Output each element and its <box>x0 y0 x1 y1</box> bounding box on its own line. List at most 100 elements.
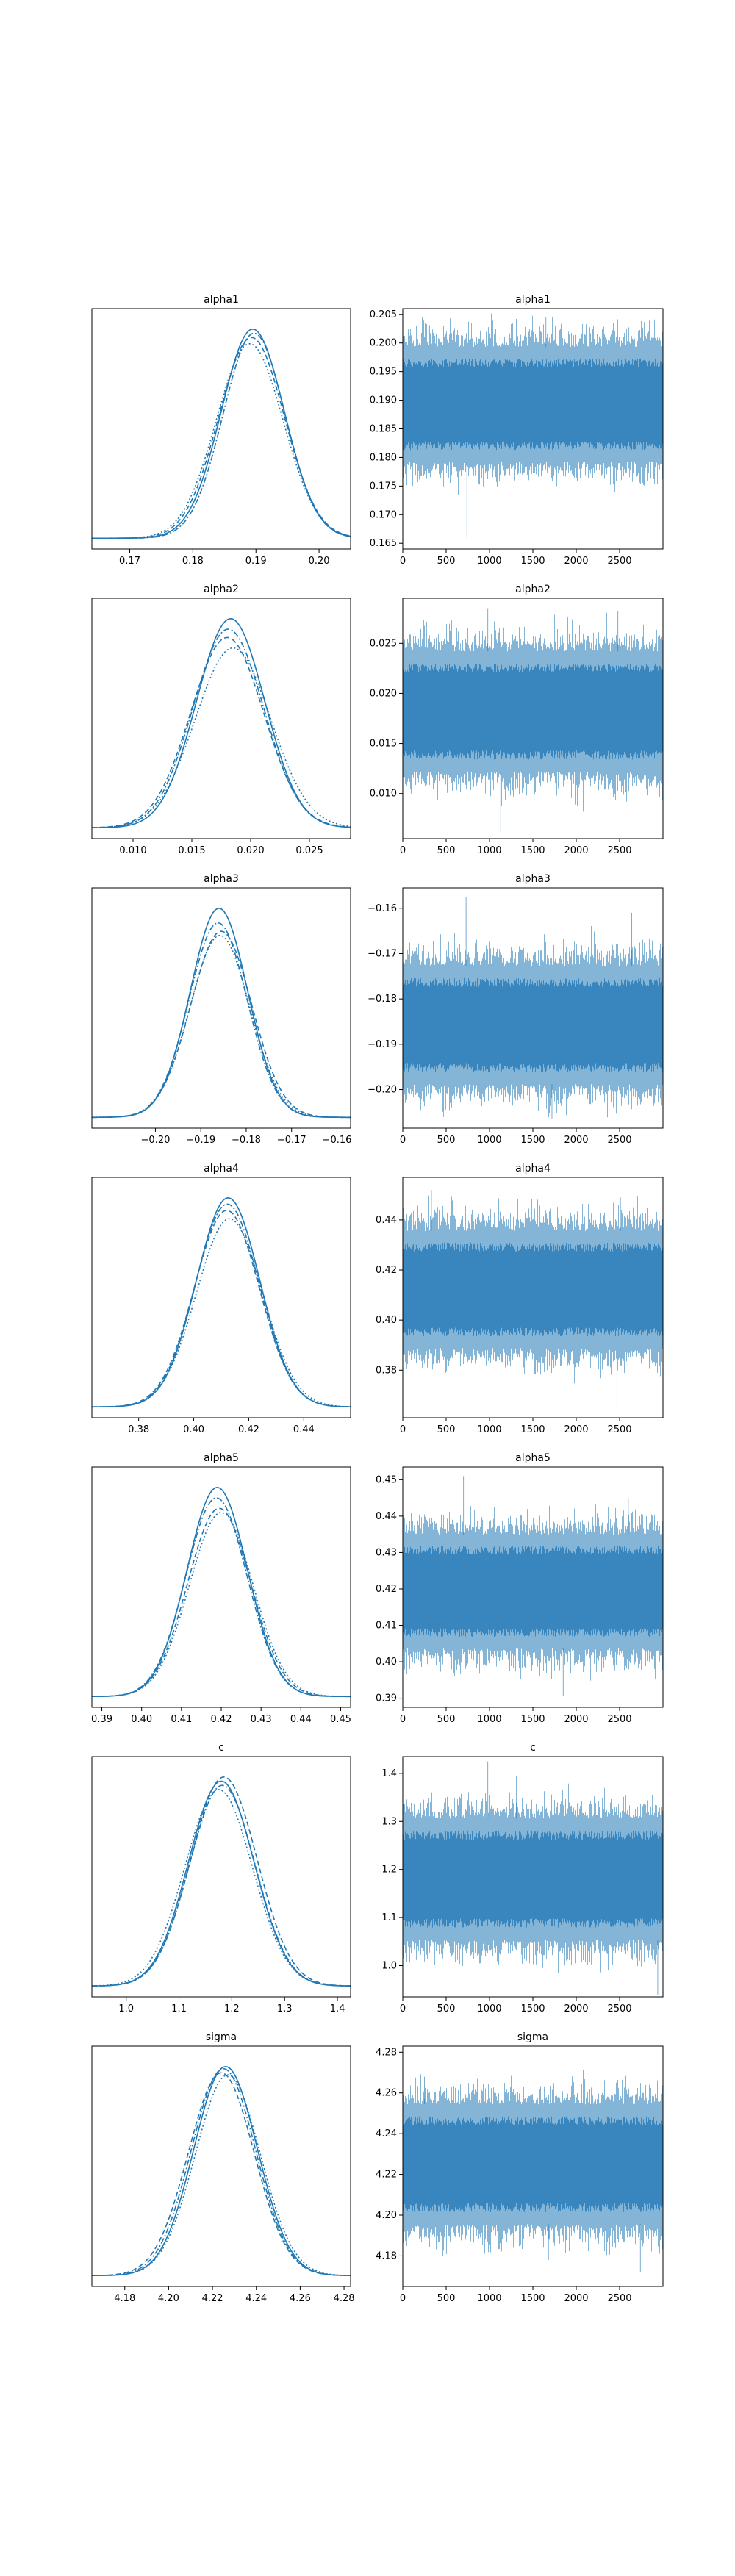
trace-band <box>403 1502 663 1681</box>
axes-frame <box>91 598 351 839</box>
y-tick-label: 0.42 <box>376 1584 397 1595</box>
x-tick-label: 2000 <box>564 1135 588 1146</box>
y-tick-label: 0.165 <box>370 538 397 549</box>
x-tick-label: 2500 <box>607 1135 631 1146</box>
x-tick-label: 0 <box>400 2293 406 2304</box>
x-tick-label: 1.3 <box>277 2003 293 2014</box>
x-tick-label: 1000 <box>477 556 501 567</box>
y-tick-label: 4.26 <box>376 2088 397 2099</box>
panel-title: sigma <box>517 2031 548 2043</box>
x-tick-label: 2500 <box>607 556 631 567</box>
panel-title: c <box>530 1742 536 1754</box>
kde-line-chain-3 <box>92 1512 351 1697</box>
panel-title: alpha4 <box>515 1163 551 1174</box>
trace-band <box>403 926 663 1118</box>
x-tick-label: 1.2 <box>224 2003 240 2014</box>
kde-panel-alpha3: alpha3 −0.20 −0.19 −0.18 −0.17 −0.16 <box>91 873 352 1146</box>
y-tick-label: 0.200 <box>370 338 397 349</box>
panel-title: alpha4 <box>204 1163 239 1174</box>
x-tick-label: 1.4 <box>330 2003 345 2014</box>
trace-panel-c: c 1.0 1.1 1.2 1.3 1.4 0 500 1000 1500 2000 2500 <box>381 1742 664 2014</box>
kde-line-chain-4 <box>91 1203 351 1408</box>
kde-line-chain-1 <box>92 329 351 539</box>
trace-panel-sigma: sigma 4.18 4.20 4.22 4.24 4.26 4.28 0 500 1000 150… <box>376 2031 664 2304</box>
y-tick-label: 4.22 <box>376 2170 397 2181</box>
x-tick-label: −0.20 <box>141 1135 171 1146</box>
panel-title: alpha2 <box>204 584 239 595</box>
y-tick-label: 0.205 <box>370 309 397 320</box>
x-tick-label: 2500 <box>607 1714 631 1725</box>
x-tick-label: 0.38 <box>128 1424 149 1435</box>
y-tick-label: 0.015 <box>370 739 397 750</box>
x-tick-label: −0.18 <box>232 1135 261 1146</box>
trace-band <box>403 1195 663 1384</box>
x-tick-label: 2500 <box>607 845 631 856</box>
x-tick-label: −0.16 <box>323 1135 352 1146</box>
y-tick-label: −0.17 <box>368 948 397 959</box>
x-tick-label: 0 <box>400 1135 406 1146</box>
x-tick-label: 1500 <box>520 845 545 856</box>
y-tick-label: 0.38 <box>376 1365 397 1376</box>
x-tick-label: 0.43 <box>251 1714 272 1725</box>
x-tick-label: 4.20 <box>158 2293 179 2304</box>
x-tick-label: 1.1 <box>171 2003 187 2014</box>
y-tick-label: −0.19 <box>368 1039 397 1050</box>
kde-line-chain-2 <box>92 1507 351 1697</box>
x-tick-label: 1500 <box>520 2293 545 2304</box>
trace-panel-alpha1: alpha1 0.165 0.170 0.175 0.180 0.185 0.190 0.19… <box>370 294 664 567</box>
kde-line-chain-4 <box>92 1497 351 1698</box>
x-tick-label: 0.39 <box>91 1714 112 1725</box>
x-tick-label: 2000 <box>564 2293 588 2304</box>
x-tick-label: 0 <box>400 845 406 856</box>
y-tick-label: 0.40 <box>376 1657 397 1668</box>
y-tick-label: 0.025 <box>370 638 397 649</box>
y-tick-label: 1.1 <box>381 1912 397 1923</box>
panel-title: alpha2 <box>515 584 551 595</box>
trace-panel-alpha3: alpha3 −0.20 −0.19 −0.18 −0.17 −0.16 0 500 1000 1… <box>368 873 664 1146</box>
x-tick-label: −0.17 <box>277 1135 306 1146</box>
y-tick-label: 1.4 <box>381 1768 397 1779</box>
y-tick-label: −0.20 <box>368 1085 397 1096</box>
x-tick-label: 2000 <box>564 2003 588 2014</box>
y-tick-label: 4.20 <box>376 2210 397 2221</box>
x-tick-label: 0.42 <box>238 1424 259 1435</box>
y-tick-label: 0.40 <box>376 1315 397 1326</box>
kde-line-chain-1 <box>92 1196 351 1408</box>
y-tick-label: −0.16 <box>368 903 397 914</box>
y-tick-label: 0.39 <box>376 1693 397 1704</box>
x-tick-label: −0.19 <box>186 1135 215 1146</box>
x-tick-label: 4.28 <box>334 2293 355 2304</box>
kde-line-chain-3 <box>92 1789 351 1987</box>
kde-line-chain-2 <box>92 1210 351 1407</box>
kde-panel-c: c 1.0 1.1 1.2 1.3 1.4 <box>91 1742 351 2014</box>
x-tick-label: 2500 <box>607 1424 631 1435</box>
x-tick-label: 2000 <box>564 1714 588 1725</box>
kde-line-chain-2 <box>92 1776 351 1987</box>
x-tick-label: 4.18 <box>114 2293 135 2304</box>
kde-line-chain-3 <box>92 343 351 539</box>
y-tick-label: 4.24 <box>376 2128 397 2139</box>
y-tick-label: 0.44 <box>376 1215 397 1226</box>
panel-title: alpha5 <box>515 1452 551 1464</box>
y-tick-label: 0.45 <box>376 1474 397 1485</box>
kde-line-chain-1 <box>92 1487 351 1698</box>
x-tick-label: 2000 <box>564 556 588 567</box>
kde-line-chain-2 <box>91 2072 351 2276</box>
y-tick-label: 0.190 <box>370 395 397 406</box>
kde-line-chain-3 <box>92 934 351 1119</box>
y-tick-label: 0.180 <box>370 452 397 463</box>
kde-line-chain-1 <box>92 908 351 1119</box>
kde-panel-sigma: sigma 4.18 4.20 4.22 4.24 4.26 4.28 <box>91 2031 355 2304</box>
kde-panel-alpha2: alpha2 0.010 0.015 0.020 0.025 <box>91 584 351 856</box>
y-tick-label: 0.020 <box>370 688 397 699</box>
kde-panel-alpha4: alpha4 0.38 0.40 0.42 0.44 <box>91 1163 351 1435</box>
x-tick-label: 0.40 <box>131 1714 152 1725</box>
x-tick-label: 0.18 <box>182 556 204 567</box>
x-tick-label: 1500 <box>520 1424 545 1435</box>
panel-title: sigma <box>206 2031 237 2043</box>
trace-band-core <box>403 2116 663 2212</box>
x-tick-label: 0 <box>400 1424 406 1435</box>
panel-title: alpha5 <box>204 1452 239 1464</box>
